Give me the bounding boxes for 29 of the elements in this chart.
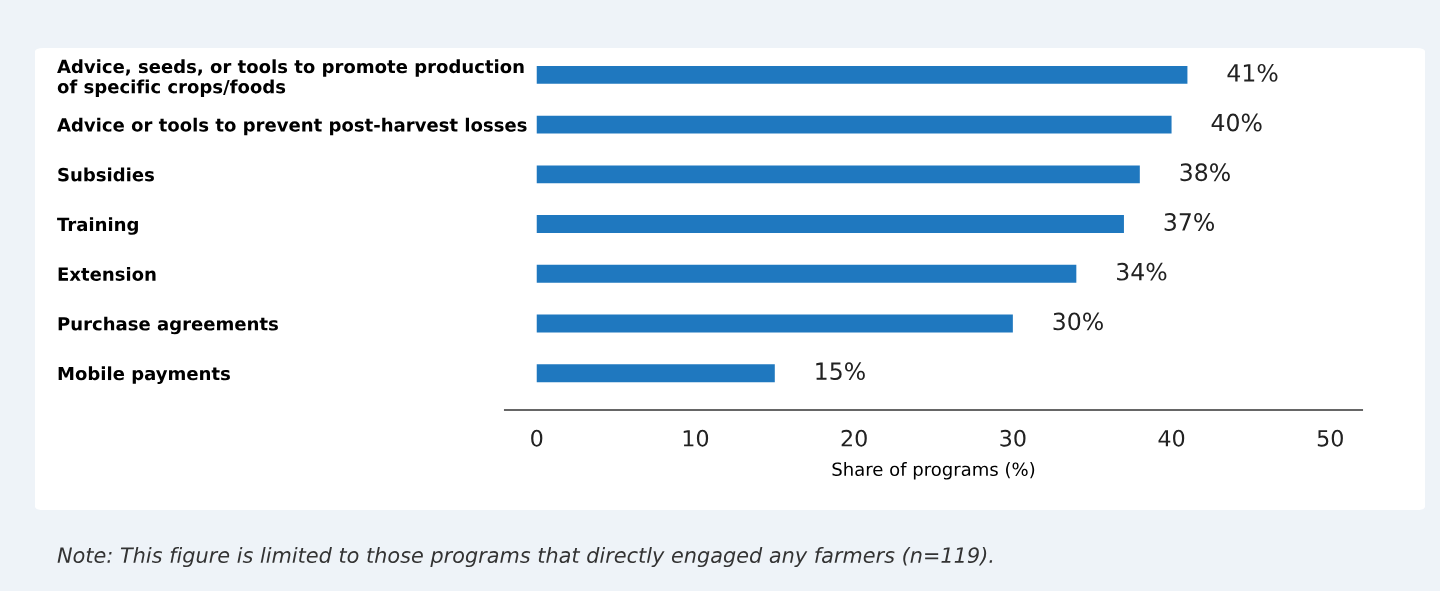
y-tick-label: Advice or tools to prevent post-harvest losses xyxy=(57,117,527,136)
data-label: 38% xyxy=(1180,163,1230,182)
y-tick-label: Mobile payments xyxy=(58,366,230,384)
bar xyxy=(536,115,1172,134)
x-tick-label: 50 xyxy=(1317,429,1343,447)
bar xyxy=(536,264,1077,283)
bar xyxy=(536,215,1124,233)
text: Note: This figure is limited to those programs that directly engaged any farmers (n=119). xyxy=(57,546,993,568)
y-tick-label: Training xyxy=(57,217,138,235)
y-tick-label: Advice, seeds, or tools to promote production of specific crops/foods xyxy=(57,59,524,97)
x-axis-title: Share of programs (%) xyxy=(832,462,1035,480)
x-tick-label: 30 xyxy=(1000,429,1026,447)
x-tick-label: 40 xyxy=(1158,429,1185,447)
data-label: 15% xyxy=(816,362,865,381)
data-label: 34% xyxy=(1117,262,1167,281)
bar xyxy=(536,364,775,383)
x-tick-label: 20 xyxy=(841,429,867,447)
bar xyxy=(536,165,1140,184)
y-tick-label: Subsidies xyxy=(58,167,154,182)
data-label: 37% xyxy=(1164,213,1215,231)
x-tick-label: 0 xyxy=(531,429,543,447)
y-tick-label: Extension xyxy=(58,266,156,281)
bar xyxy=(536,314,1013,333)
data-label: 40% xyxy=(1211,113,1262,132)
data-label: 30% xyxy=(1053,312,1103,331)
data-label: 41% xyxy=(1227,63,1278,82)
x-tick-label: 10 xyxy=(683,429,709,447)
bar xyxy=(536,65,1188,84)
y-tick-label: Purchase agreements xyxy=(58,316,278,335)
